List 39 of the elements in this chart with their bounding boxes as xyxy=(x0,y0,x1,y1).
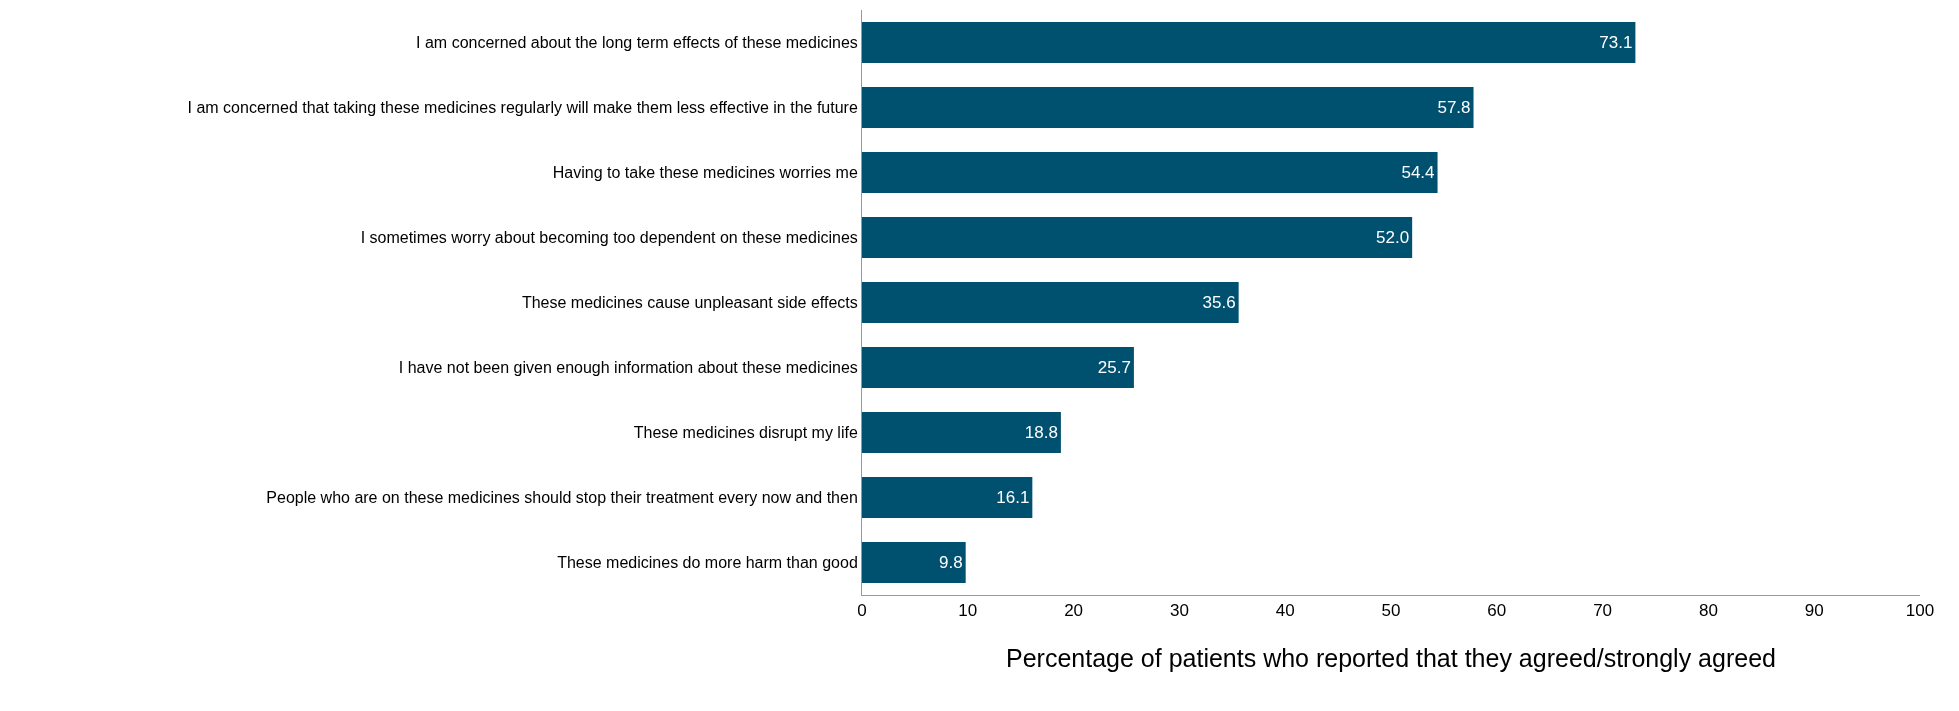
y-tick-label: I am concerned that taking these medicines regularly will make them less effective in the future xyxy=(187,99,858,117)
x-tick-label: 30 xyxy=(1169,601,1189,621)
x-tick-label: 0 xyxy=(857,601,867,621)
y-tick-label: I sometimes worry about becoming too dependent on these medicines xyxy=(360,229,858,247)
bar xyxy=(862,477,1033,518)
y-tick-label: These medicines do more harm than good xyxy=(557,554,858,572)
data-label: 52.0 xyxy=(1376,228,1410,248)
data-label: 54.4 xyxy=(1401,163,1435,183)
data-label: 16.1 xyxy=(996,488,1030,508)
x-tick-label: 90 xyxy=(1804,601,1824,621)
y-tick-label: People who are on these medicines should stop their treatment every now and then xyxy=(266,489,858,507)
y-tick-label: I am concerned about the long term effects of these medicines xyxy=(416,34,858,52)
data-label: 25.7 xyxy=(1097,358,1131,378)
y-tick-label: Having to take these medicines worries me xyxy=(552,164,858,182)
x-tick-label: 60 xyxy=(1487,601,1507,621)
bar xyxy=(862,412,1061,453)
y-tick-label: These medicines disrupt my life xyxy=(633,424,858,442)
bar xyxy=(862,152,1438,193)
data-label: 9.8 xyxy=(939,553,963,573)
x-tick-label: 50 xyxy=(1381,601,1401,621)
bar xyxy=(862,87,1474,128)
x-axis-title: Percentage of patients who reported that they agreed/strongly agreed xyxy=(1006,644,1776,673)
x-tick-label: 70 xyxy=(1593,601,1613,621)
x-tick-label: 80 xyxy=(1698,601,1718,621)
bar xyxy=(862,22,1636,63)
bar xyxy=(862,542,966,583)
data-label: 18.8 xyxy=(1024,423,1058,443)
x-tick-label: 10 xyxy=(958,601,978,621)
x-tick-label: 40 xyxy=(1275,601,1295,621)
y-tick-label: These medicines cause unpleasant side effects xyxy=(521,294,858,312)
data-label: 57.8 xyxy=(1437,98,1471,117)
data-label: 73.1 xyxy=(1599,33,1633,52)
data-label: 35.6 xyxy=(1202,293,1236,312)
x-tick-label: 20 xyxy=(1064,601,1084,621)
bar xyxy=(862,282,1239,323)
y-tick-label: I have not been given enough information about these medicines xyxy=(398,359,858,377)
bar xyxy=(862,347,1134,388)
x-tick-label: 100 xyxy=(1905,601,1935,621)
bar xyxy=(862,217,1413,258)
